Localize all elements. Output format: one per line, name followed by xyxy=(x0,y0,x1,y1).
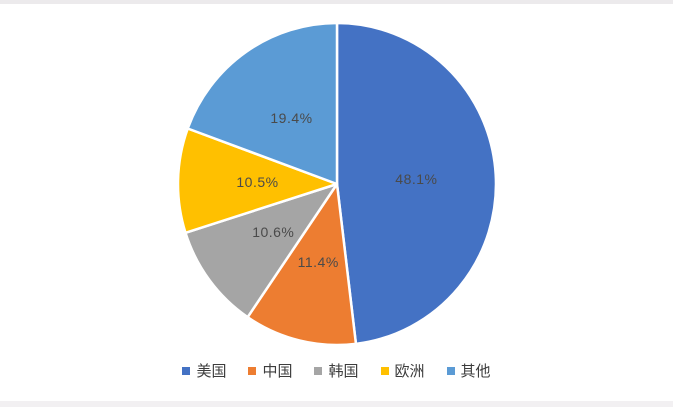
pie-data-label-3: 10.6% xyxy=(252,224,294,240)
pie-slice-5 xyxy=(186,21,339,186)
pie-slice-3 xyxy=(184,182,339,319)
chart-legend: 美国 中国 韩国 欧洲 其他 xyxy=(0,359,673,383)
bottom-edge-strip xyxy=(0,401,673,407)
legend-label: 美国 xyxy=(196,362,227,380)
legend-swatch xyxy=(182,367,191,375)
legend-swatch xyxy=(314,367,323,375)
legend-swatch xyxy=(380,367,389,375)
pie-slice-4 xyxy=(176,127,339,235)
legend-item-3: 韩国 xyxy=(314,362,359,380)
legend-item-4: 欧洲 xyxy=(380,362,425,380)
pie-data-label-1: 48.1% xyxy=(395,171,437,187)
legend-label: 中国 xyxy=(262,362,293,380)
legend-label: 欧洲 xyxy=(394,362,425,380)
legend-item-2: 中国 xyxy=(248,364,292,379)
pie-slice-2 xyxy=(246,182,358,347)
legend-label: 韩国 xyxy=(328,362,359,380)
legend-item-5: 其他 xyxy=(446,362,491,380)
pie-data-label-5: 19.4% xyxy=(270,110,312,126)
pie-data-label-4: 10.5% xyxy=(236,174,278,190)
pie-slice-1 xyxy=(335,21,498,346)
legend-swatch xyxy=(248,367,257,375)
legend-swatch xyxy=(446,367,455,375)
top-edge-strip xyxy=(0,0,673,4)
legend-item-1: 美国 xyxy=(182,364,226,379)
legend-label: 其他 xyxy=(460,362,491,380)
pie-data-label-2: 11.4% xyxy=(298,254,339,270)
